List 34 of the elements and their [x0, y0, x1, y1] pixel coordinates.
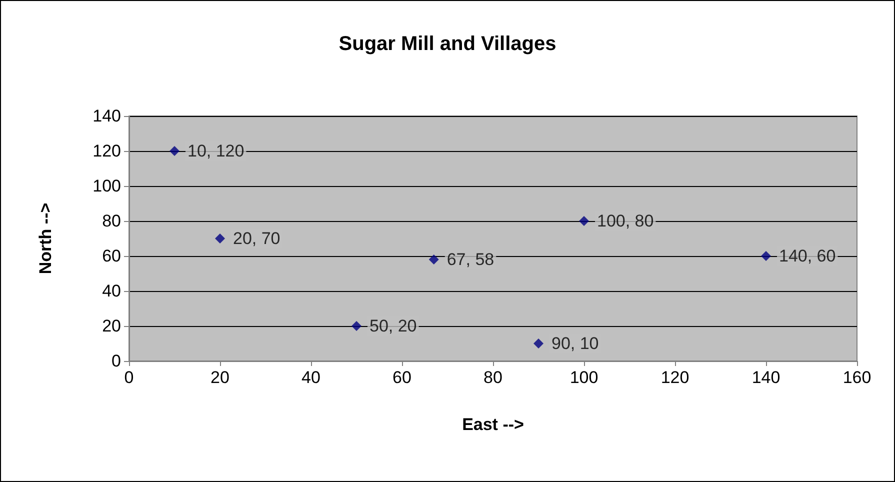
data-label: 50, 20: [370, 316, 417, 336]
x-tick-label: 40: [302, 368, 320, 387]
data-label: 90, 10: [552, 334, 599, 353]
y-tick-label: 60: [102, 246, 121, 266]
x-tick-label: 20: [210, 368, 230, 387]
point: [170, 146, 180, 156]
y-tick-label: 80: [102, 212, 121, 230]
data-label: 10, 120: [188, 142, 244, 160]
data-label: 140, 60: [779, 246, 836, 266]
y-tick-label: 120: [92, 142, 121, 160]
point: [215, 234, 225, 244]
x-tick-label: 120: [660, 368, 690, 387]
y-tick-label: 100: [92, 176, 121, 196]
y-tick-label: 140: [92, 106, 121, 126]
point: [579, 216, 589, 226]
data-label: 20, 70: [233, 229, 280, 248]
x-tick-label: 60: [392, 368, 412, 387]
y-tick-label: 0: [112, 352, 121, 370]
x-tick-label: 100: [570, 368, 598, 387]
y-axis-title: North -->: [36, 202, 55, 274]
x-tick-label: 80: [484, 368, 502, 387]
x-axis-title: East -->: [462, 415, 524, 434]
x-tick-label: 160: [842, 368, 872, 387]
point: [761, 251, 771, 261]
data-label: 67, 58: [446, 250, 494, 269]
chart-title: Sugar Mill and Villages: [338, 33, 556, 55]
point: [352, 321, 362, 331]
point: [534, 338, 544, 348]
y-tick-label: 20: [102, 316, 121, 336]
y-tick-label: 40: [102, 282, 121, 300]
point: [428, 254, 439, 264]
x-tick-label: 140: [752, 368, 780, 387]
x-tick-label: 0: [124, 368, 134, 387]
data-label: 100, 80: [597, 212, 654, 230]
